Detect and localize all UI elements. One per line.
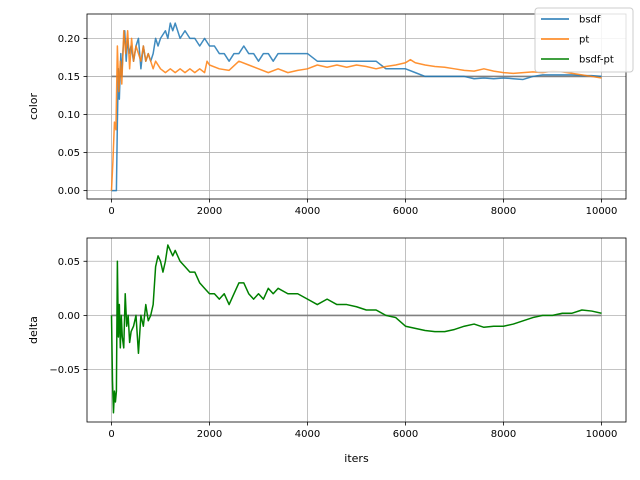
top-x-tick-label-0: 0 bbox=[108, 206, 114, 217]
top-y-tick-label-1: 0.05 bbox=[58, 148, 80, 159]
bottom-x-ticks: 0 2000 4000 6000 8000 10000 bbox=[108, 422, 617, 440]
top-y-tick-label-4: 0.20 bbox=[58, 34, 80, 45]
bottom-series bbox=[110, 244, 602, 414]
legend-entry-bsdf: bsdf bbox=[541, 15, 601, 26]
legend-label-bsdf: bsdf bbox=[579, 15, 601, 26]
top-x-tick-label-1: 2000 bbox=[197, 206, 222, 217]
bottom-x-tick-label-0: 0 bbox=[108, 429, 114, 440]
bottom-x-axis-label: iters bbox=[344, 452, 369, 465]
top-x-tick-label-3: 6000 bbox=[393, 206, 418, 217]
legend-label-pt: pt bbox=[579, 35, 589, 46]
top-y-ticks: 0.00 0.05 0.10 0.15 0.20 bbox=[58, 34, 87, 197]
top-x-tick-label-2: 4000 bbox=[295, 206, 320, 217]
bottom-y-tick-label-1: 0.00 bbox=[58, 311, 80, 322]
top-x-tick-label-5: 10000 bbox=[586, 206, 618, 217]
bottom-x-tick-label-3: 6000 bbox=[393, 429, 418, 440]
top-x-tick-label-4: 8000 bbox=[491, 206, 516, 217]
top-x-ticks: 0 2000 4000 6000 8000 10000 bbox=[108, 199, 617, 217]
top-y-axis-label: color bbox=[27, 92, 40, 120]
top-y-tick-label-2: 0.10 bbox=[58, 110, 80, 121]
bottom-axes-frame bbox=[86, 237, 627, 423]
series-line-pt bbox=[110, 30, 602, 191]
top-series bbox=[110, 22, 602, 192]
top-axes-frame bbox=[86, 13, 627, 200]
bottom-x-tick-label-4: 8000 bbox=[491, 429, 516, 440]
legend-box bbox=[534, 7, 634, 73]
top-y-tick-label-3: 0.15 bbox=[58, 72, 80, 83]
legend: bsdf pt bsdf-pt bbox=[534, 7, 634, 73]
bottom-x-tick-label-1: 2000 bbox=[197, 429, 222, 440]
top-y-tick-label-0: 0.00 bbox=[58, 186, 80, 197]
bottom-y-axis-label: delta bbox=[27, 316, 40, 344]
bottom-y-ticks: −0.05 0.00 0.05 bbox=[49, 257, 87, 376]
bottom-x-tick-label-2: 4000 bbox=[295, 429, 320, 440]
legend-label-bsdf-pt: bsdf-pt bbox=[579, 55, 614, 66]
legend-entry-bsdf-pt: bsdf-pt bbox=[541, 55, 614, 66]
bottom-subplot: 0 2000 4000 6000 8000 10000 −0.05 0.00 0.05 del… bbox=[27, 237, 627, 465]
bottom-y-tick-label-2: 0.05 bbox=[58, 257, 80, 268]
bottom-x-tick-label-5: 10000 bbox=[586, 429, 618, 440]
legend-entry-pt: pt bbox=[541, 35, 589, 46]
series-line-bsdf-pt bbox=[110, 244, 602, 414]
bottom-y-tick-label-0: −0.05 bbox=[49, 365, 80, 376]
